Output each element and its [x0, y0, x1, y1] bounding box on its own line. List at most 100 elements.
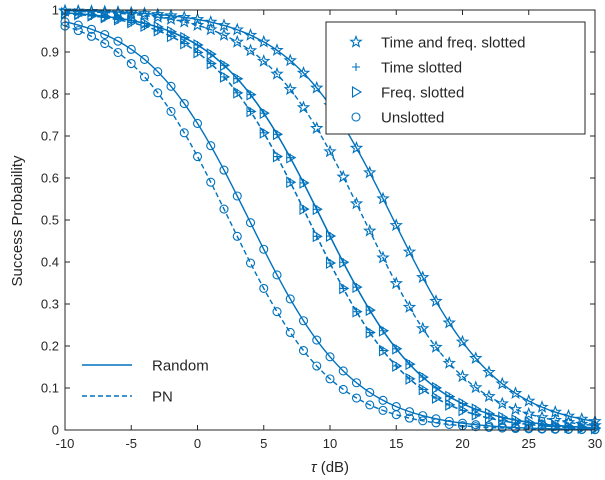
marker-time-and-freq-slotted-random: [376, 191, 390, 205]
marker-unslotted-random: [153, 67, 163, 77]
marker-time-and-freq-slotted-random: [389, 218, 403, 232]
marker-time-and-freq-slotted-random: [217, 18, 231, 32]
marker-time-and-freq-slotted-random: [522, 393, 536, 407]
marker-unslotted-pn: [100, 38, 110, 49]
marker-freq-slotted-random: [458, 397, 469, 410]
marker-unslotted-random: [86, 24, 97, 34]
y-tick-label: 0.9: [41, 45, 59, 60]
y-tick-label: 1: [52, 3, 59, 18]
marker-freq-slotted-pn: [272, 150, 284, 163]
y-tick-label: 0.2: [41, 339, 59, 354]
legend-label: Time slotted: [381, 60, 462, 77]
marker-time-and-freq-slotted-random: [482, 365, 496, 378]
marker-unslotted-pn: [338, 384, 348, 394]
marker-unslotted-random: [351, 378, 362, 388]
marker-unslotted-pn: [563, 424, 574, 435]
marker-freq-slotted-random: [325, 230, 337, 242]
marker-freq-slotted-pn: [378, 344, 390, 357]
marker-time-and-freq-slotted-random: [535, 400, 549, 413]
marker-freq-slotted-pn: [206, 57, 217, 70]
marker-freq-slotted-pn: [127, 16, 138, 29]
marker-unslotted-pn: [431, 418, 441, 428]
marker-unslotted-pn: [166, 106, 176, 117]
marker-freq-slotted-random: [299, 176, 310, 189]
marker-unslotted-pn: [484, 422, 494, 432]
marker-unslotted-random: [166, 81, 176, 91]
marker-legend-box: [325, 21, 586, 135]
marker-unslotted-random: [325, 352, 335, 362]
y-tick-label: 0.6: [41, 171, 59, 186]
y-tick-label: 0.3: [41, 297, 59, 312]
marker-time-and-freq-slotted-random: [270, 43, 284, 56]
marker-freq-slotted-random: [272, 128, 284, 141]
legend-entry-freq-slotted: Freq. slotted: [351, 85, 464, 102]
marker-freq-slotted-pn: [259, 126, 270, 139]
marker-freq-slotted-pn: [511, 416, 522, 429]
marker-time-and-freq-slotted-pn: [349, 196, 364, 210]
marker-freq-slotted-pn: [524, 418, 535, 431]
marker-unslotted-random: [245, 218, 256, 228]
marker-unslotted-random: [100, 29, 110, 40]
legend-marker-triangle-right: [351, 86, 363, 98]
legend-entry-time-slotted: Time slotted: [352, 60, 462, 77]
marker-time-and-freq-slotted-pn: [482, 389, 496, 403]
marker-time-and-freq-slotted-random: [137, 6, 152, 20]
legend-entry-random: Random: [82, 358, 209, 375]
y-tick-label: 0: [52, 423, 59, 438]
marker-freq-slotted-pn: [299, 203, 310, 216]
marker-unslotted-pn: [259, 283, 269, 293]
marker-time-and-freq-slotted-pn: [151, 10, 165, 23]
marker-time-and-freq-slotted-pn: [177, 14, 191, 28]
marker-unslotted-random: [338, 366, 348, 376]
marker-unslotted-random: [378, 395, 388, 405]
x-tick-label: 25: [522, 436, 536, 451]
marker-time-and-freq-slotted-random: [402, 244, 417, 258]
marker-time-and-freq-slotted-random: [455, 334, 470, 348]
marker-unslotted-random: [259, 244, 269, 254]
marker-time-and-freq-slotted-random: [230, 22, 244, 36]
marker-time-and-freq-slotted-random: [469, 351, 483, 365]
marker-unslotted-pn: [351, 393, 362, 403]
marker-freq-slotted-pn: [365, 326, 376, 339]
marker-freq-slotted-random: [206, 48, 217, 61]
marker-freq-slotted-random: [445, 390, 456, 403]
marker-freq-slotted-pn: [352, 305, 363, 318]
marker-freq-slotted-pn: [140, 20, 151, 33]
marker-freq-slotted-pn: [219, 70, 231, 83]
marker-freq-slotted-pn: [246, 105, 257, 118]
marker-time-and-freq-slotted-pn: [164, 12, 178, 25]
marker-freq-slotted-pn: [74, 8, 85, 21]
marker-freq-slotted-random: [365, 304, 376, 317]
marker-unslotted-random: [312, 335, 322, 345]
marker-unslotted-pn: [471, 422, 481, 432]
x-tick-label: -5: [125, 436, 137, 451]
x-tick-label: 30: [588, 436, 602, 451]
marker-time-and-freq-slotted-random: [283, 53, 297, 67]
marker-freq-slotted-random: [233, 72, 244, 85]
marker-time-and-freq-slotted-pn: [402, 300, 417, 313]
marker-unslotted-random: [418, 411, 428, 421]
y-tick-label: 0.8: [41, 87, 59, 102]
x-tick-label: 15: [389, 436, 403, 451]
marker-unslotted-pn: [418, 416, 428, 426]
marker-freq-slotted-pn: [312, 230, 323, 243]
marker-time-and-freq-slotted-pn: [270, 66, 284, 80]
marker-time-and-freq-slotted-pn: [442, 356, 456, 369]
marker-time-and-freq-slotted-random: [495, 376, 509, 390]
marker-unslotted-random: [219, 165, 229, 175]
marker-time-and-freq-slotted-random: [349, 140, 364, 154]
marker-unslotted-pn: [232, 231, 242, 241]
series-layer: [58, 3, 602, 435]
x-tick-label: 5: [260, 436, 267, 451]
marker-time-and-freq-slotted-pn: [469, 380, 483, 394]
curve-freq-slotted-random: [64, 12, 596, 429]
marker-unslotted-random: [192, 118, 203, 128]
marker-time-and-freq-slotted-pn: [416, 321, 430, 335]
marker-time-and-freq-slotted-pn: [522, 406, 536, 420]
marker-unslotted-random: [285, 294, 295, 304]
legend-entry-unslotted: Unslotted: [351, 110, 444, 127]
x-tick-label: 0: [194, 436, 201, 451]
marker-time-and-freq-slotted-random: [243, 28, 258, 41]
marker-time-and-freq-slotted-pn: [336, 169, 350, 183]
marker-time-and-freq-slotted-random: [164, 8, 178, 22]
